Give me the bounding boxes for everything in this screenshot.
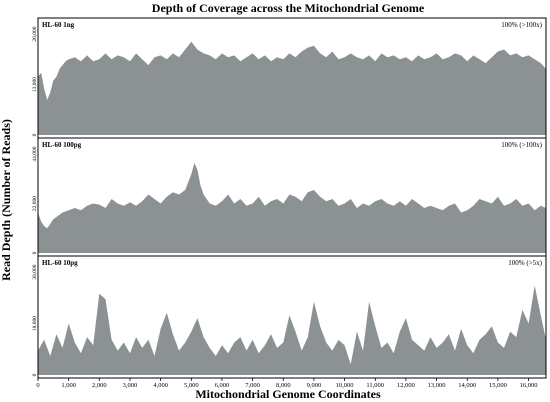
x-tick-label: 2,000: [92, 382, 107, 389]
panel-frame: [37, 255, 547, 379]
y-tick-label: 26,000: [32, 26, 38, 41]
chart-title: Depth of Coverage across the Mitochondri…: [152, 1, 425, 15]
coverage-area: [38, 285, 546, 375]
x-tick-label: 1,000: [61, 382, 76, 389]
x-tick-label: 7,000: [245, 382, 260, 389]
y-tick-label: 18,000: [32, 316, 38, 331]
y-axis-label: Read Depth (Number of Reads): [0, 119, 13, 281]
x-tick-label: 10,000: [336, 382, 354, 389]
x-tick-label: 13,000: [428, 382, 446, 389]
panel-2: HL-60 100pg 100% (>100x) 0 22,000 44,000: [32, 137, 547, 257]
y-tick-label: 0: [32, 133, 38, 136]
coverage-label: 100% (>5x): [508, 259, 542, 267]
x-axis-label: Mitochondrial Genome Coordinates: [195, 387, 381, 401]
y-tick-label: 0: [32, 251, 38, 254]
x-tick-label: 0: [36, 382, 39, 389]
x-tick-label: 9,000: [307, 382, 322, 389]
panels: HL-60 1ng 100% (>100x)013,00026,000HL-60 …: [32, 17, 547, 379]
coverage-area: [38, 163, 546, 253]
panel-label: HL-60 100pg: [42, 141, 82, 149]
y-tick-label: 44,000: [32, 146, 38, 161]
y-tick-label: 38,000: [32, 264, 38, 279]
x-tick-label: 12,000: [397, 382, 415, 389]
coverage-label: 100% (>100x): [501, 141, 542, 149]
panel-3: HL-60 10pg 100% (>5x) 0 18,000 38,000: [32, 255, 547, 379]
x-tick-label: 15,000: [489, 382, 507, 389]
x-tick-label: 14,000: [458, 382, 476, 389]
x-tick-label: 16,000: [520, 382, 538, 389]
y-tick-label: 0: [32, 373, 38, 376]
panel-label: HL-60 10pg: [42, 259, 78, 267]
panel-1: HL-60 1ng 100% (>100x) 0 13,000 26,000: [32, 17, 547, 139]
panel-label: HL-60 1ng: [42, 21, 75, 29]
y-tick-label: 13,000: [32, 77, 38, 92]
x-tick-label: 11,000: [366, 382, 384, 389]
x-axis: 0 1,000 2,000 3,000 4,000 5,000 6,000 7,000 8,00…: [36, 378, 537, 389]
coverage-area: [38, 41, 546, 135]
coverage-label: 100% (>100x): [501, 21, 542, 29]
x-tick-label: 8,000: [276, 382, 291, 389]
x-tick-label: 6,000: [215, 382, 230, 389]
y-tick-label: 22,000: [32, 196, 38, 211]
x-tick-label: 4,000: [153, 382, 168, 389]
x-tick-label: 3,000: [123, 382, 138, 389]
x-tick-label: 5,000: [184, 382, 199, 389]
